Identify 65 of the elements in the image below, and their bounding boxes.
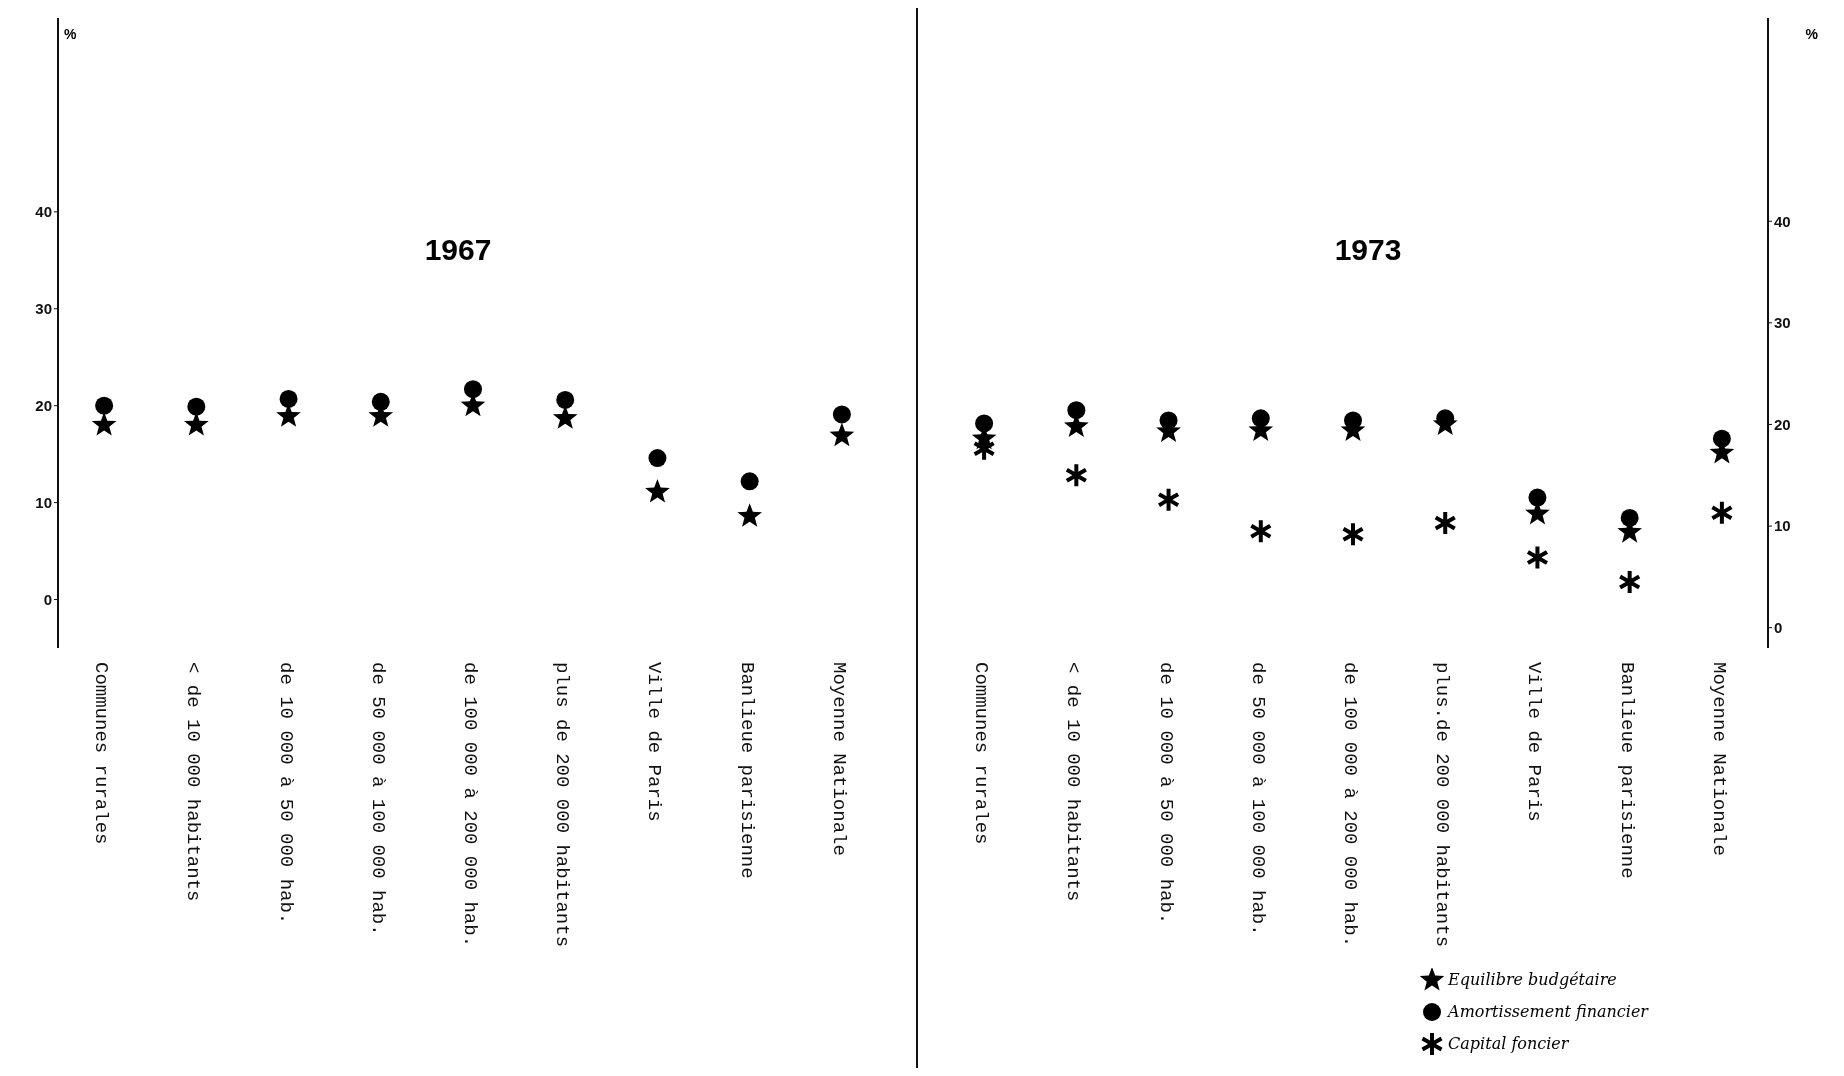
y-axis-title: % [1805,26,1818,42]
point [1434,512,1456,535]
x-tick-label: < de 10 000 habitants [1062,662,1085,902]
y-tick-label: 40 [1774,212,1791,230]
point [556,390,575,409]
legend-label: Capital foncier [1448,1033,1569,1055]
point [1067,401,1086,420]
y-tick-label: 10 [35,493,52,511]
x-tick-label: Ville de Paris [1523,662,1546,822]
x-tick-label: de 50 000 à 100 000 hab. [366,662,389,936]
point [645,478,670,503]
point [187,397,206,416]
x-tick-label: plus de 200 000 habitants [551,662,574,948]
point [95,396,114,415]
point [1342,523,1364,546]
x-tick-label: Moyenne Nationale [827,662,850,856]
y-axis-title: % [64,26,77,42]
x-tick-label: de 100 000 à 200 000 hab. [459,662,481,948]
point [183,412,209,436]
point [1712,429,1731,448]
y-tick-label: 30 [1774,314,1791,332]
point [832,405,851,424]
x-tick-label: Ville de Paris [643,662,666,822]
point [648,449,667,468]
point [1158,488,1180,511]
x-tick-label: Communes rurales [90,662,113,845]
point [1620,508,1639,527]
y-tick-label: 20 [1774,415,1791,433]
x-tick-label: de 10 000 à 50 000 hab. [274,662,297,925]
y-tick-label: 40 [35,203,52,221]
point [1711,501,1733,524]
point [829,422,855,447]
x-tick-label: de 10 000 à 50 000 hab. [1154,662,1177,925]
point [1065,464,1087,487]
point [1159,411,1178,430]
x-tick-label: Communes rurales [970,662,993,845]
point [975,414,994,433]
x-tick-label: Banlieue parisienne [1615,662,1638,879]
point [1526,546,1548,569]
point [1250,520,1272,543]
point [1436,409,1455,428]
x-tick-label: de 100 000 à 200 000 hab. [1339,662,1361,948]
point [279,389,298,408]
point [1528,488,1547,507]
point [1251,409,1270,428]
y-tick-label: 30 [35,300,52,318]
x-tick-label: Banlieue parisienne [735,662,758,879]
point [1619,570,1641,593]
y-tick-label: 10 [1774,517,1791,535]
text: 1973 [1333,233,1403,267]
legend-label: Amortissement financier [1448,1001,1648,1023]
y-tick-label: 0 [43,590,52,608]
x-tick-label: < de 10 000 habitants [182,662,205,902]
y-tick-label: 0 [1774,619,1783,636]
point [737,503,763,527]
x-tick-label: Moyenne Nationale [1707,662,1730,856]
x-tick-label: de 50 000 à 100 000 hab. [1246,662,1269,936]
point [371,392,390,411]
point [740,472,759,491]
x-tick-label: plus.de 200 000 habitants [1431,662,1454,948]
point [464,380,482,399]
point [91,412,117,436]
text: 1967 [423,233,493,267]
y-tick-label: 20 [35,397,52,415]
legend-label: Equilibre budgétaire [1448,969,1617,991]
